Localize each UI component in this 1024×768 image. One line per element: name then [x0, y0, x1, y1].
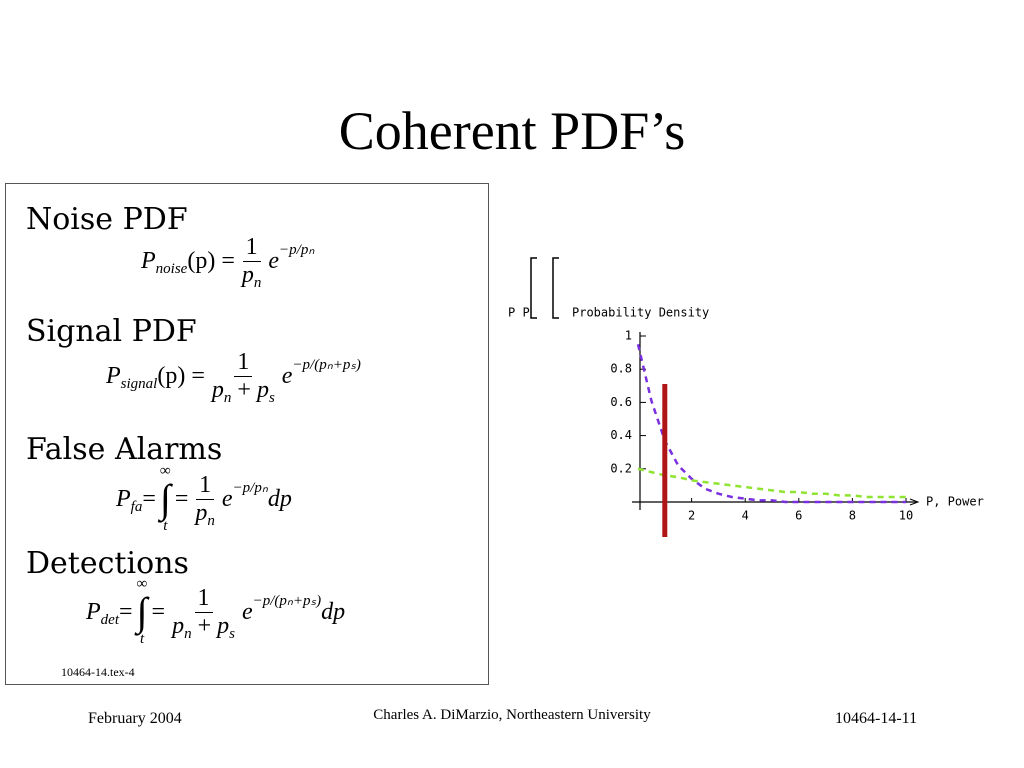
- math-var: e: [281, 363, 293, 389]
- math-var: e: [241, 598, 253, 625]
- slide-title: Coherent PDF’s: [338, 101, 686, 161]
- x-tick-label: 4: [742, 509, 749, 523]
- math-var: p: [211, 377, 224, 403]
- math-text: (p) =: [157, 363, 205, 389]
- integral-lower: t: [163, 518, 168, 534]
- math-var: e: [221, 485, 233, 512]
- math-exponent: −p/pₙ: [279, 242, 315, 258]
- panel-footnote: 10464-14.tex-4: [61, 665, 135, 679]
- x-axis-label: P, Power: [926, 495, 984, 509]
- math-text: +: [191, 612, 218, 639]
- math-text: 1: [245, 234, 258, 260]
- math-text: =: [151, 598, 166, 625]
- math-var: dp: [321, 598, 346, 625]
- x-tick-label: 6: [795, 509, 802, 523]
- math-subscript: noise: [155, 261, 188, 277]
- integral: ∞ ∫ t: [137, 577, 148, 647]
- numerator: 1: [194, 584, 213, 613]
- x-tick-label: 8: [849, 509, 856, 523]
- math-text: 1: [197, 584, 210, 611]
- integral-upper: ∞: [136, 576, 148, 592]
- integral-sign: ∫: [159, 476, 171, 521]
- math-exponent: −p/(pₙ+pₛ): [292, 357, 361, 373]
- x-tick-label: 10: [899, 509, 913, 523]
- math-subscript: n: [223, 390, 232, 406]
- footer-slide-id: 10464-14-11: [835, 710, 918, 727]
- math-text: =: [174, 485, 189, 512]
- integral-sign: ∫: [136, 589, 148, 634]
- y-tick-label: 1: [625, 329, 632, 343]
- section-heading: False Alarms: [26, 432, 223, 467]
- y-tick-label: 0.8: [610, 362, 632, 376]
- math-text: 1: [237, 349, 250, 375]
- math-subscript: s: [229, 625, 235, 642]
- math-var: P: [86, 598, 101, 625]
- section-heading: Detections: [26, 546, 189, 581]
- math-subscript: s: [268, 390, 275, 406]
- series-line: [637, 467, 906, 499]
- x-tick-label: 2: [688, 509, 695, 523]
- footer-date: February 2004: [88, 710, 182, 727]
- math-var: dp: [267, 485, 292, 512]
- math-var: e: [268, 248, 280, 274]
- y-tick-label: 0.4: [610, 428, 632, 442]
- math-exponent: −p/pₙ: [232, 479, 268, 496]
- math-var: p: [195, 499, 208, 526]
- x-axis-arrow: [909, 498, 920, 506]
- integral: ∞ ∫ t: [160, 464, 171, 534]
- numerator: 1: [196, 471, 215, 500]
- math-subscript: n: [184, 625, 192, 642]
- math-var: p: [172, 612, 185, 639]
- math-subscript: signal: [120, 376, 158, 392]
- math-subscript: n: [207, 512, 215, 529]
- integral-upper: ∞: [160, 463, 171, 479]
- integral-lower: t: [139, 631, 145, 647]
- bracket-glyphs: [530, 257, 559, 319]
- math-var: p: [256, 377, 269, 403]
- math-exponent: −p/(pₙ+pₛ): [252, 592, 322, 609]
- math-var: P: [141, 248, 156, 274]
- y-tick-label: 0.6: [610, 395, 632, 409]
- numerator: 1: [234, 349, 253, 377]
- math-var: P: [106, 363, 121, 389]
- series-line: [636, 344, 906, 504]
- math-text: +: [231, 377, 257, 403]
- footer-author: Charles A. DiMarzio, Northeastern Univer…: [373, 707, 651, 723]
- section-heading: Noise PDF: [26, 202, 188, 237]
- math-subscript: det: [100, 611, 119, 628]
- math-text: =: [142, 485, 156, 512]
- math-subscript: n: [253, 275, 262, 291]
- y-tick-label: 0.2: [610, 461, 632, 475]
- math-var: p: [241, 262, 254, 288]
- y-axis-label-prefix: P P: [508, 306, 530, 320]
- section-heading: Signal PDF: [26, 314, 197, 349]
- math-text: 1: [199, 471, 212, 498]
- math-var: p: [217, 612, 230, 639]
- numerator: 1: [242, 234, 261, 262]
- math-var: P: [116, 485, 131, 512]
- math-text: =: [119, 598, 133, 625]
- math-text: (p) =: [187, 248, 235, 274]
- y-axis-label: Probability Density: [572, 306, 709, 320]
- math-subscript: fa: [130, 498, 143, 515]
